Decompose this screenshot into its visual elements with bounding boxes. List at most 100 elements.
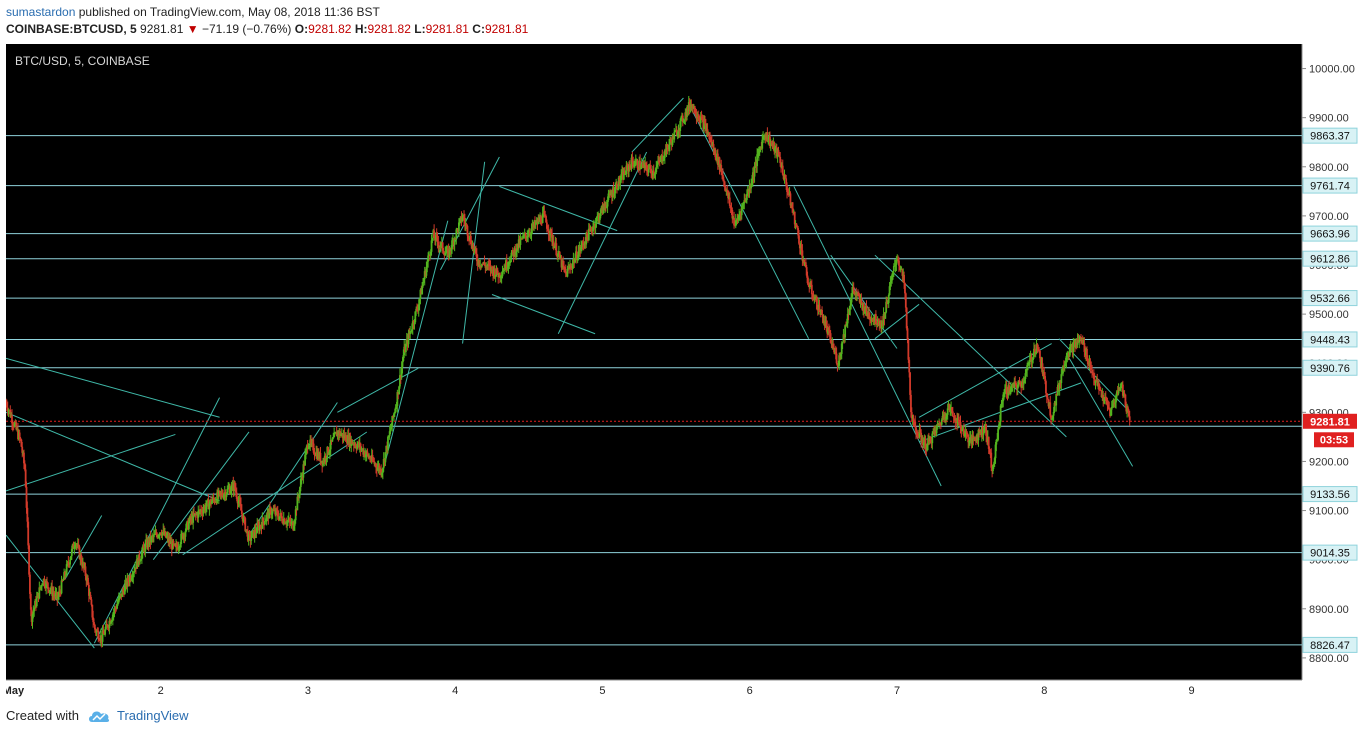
author-name[interactable]: sumastardon — [6, 5, 76, 19]
candle-body — [769, 136, 771, 147]
level-label: 9014.35 — [1310, 548, 1350, 560]
price-tick-label: 9700.00 — [1309, 211, 1349, 223]
candle-body — [169, 538, 171, 544]
candle-body — [580, 247, 582, 251]
candle-body — [1057, 384, 1059, 396]
candle-body — [972, 435, 975, 439]
candle-body — [933, 431, 935, 433]
candle-body — [514, 248, 517, 256]
candle-body — [187, 521, 190, 530]
candle-body — [200, 510, 203, 513]
candle-body — [622, 171, 625, 180]
candle-body — [734, 225, 736, 227]
candle-body — [99, 640, 101, 642]
level-label: 9133.56 — [1310, 489, 1350, 501]
time-axis-background — [6, 680, 1302, 698]
candle-body — [140, 559, 142, 561]
candle-body — [602, 203, 605, 214]
candle-body — [73, 546, 76, 549]
candle-body — [487, 263, 490, 265]
candle-body — [683, 119, 686, 122]
candle-body — [417, 304, 420, 311]
candle-body — [606, 200, 609, 207]
candle-body — [743, 200, 746, 204]
candle-body — [158, 532, 161, 536]
candle-body — [851, 293, 853, 299]
candle-body — [418, 298, 421, 305]
candle-body — [671, 135, 674, 146]
candle-body — [329, 440, 332, 450]
candle-body — [888, 286, 891, 296]
candle-body — [551, 232, 553, 243]
candle-body — [388, 431, 391, 436]
candle-body — [112, 612, 115, 615]
candle-body — [428, 254, 431, 256]
candle-body — [219, 491, 222, 494]
candle-body — [382, 458, 385, 469]
candle-body — [378, 465, 381, 472]
candle-body — [463, 220, 466, 225]
candle-body — [546, 222, 548, 229]
candle-body — [102, 631, 105, 634]
candle-body — [255, 532, 258, 534]
candle-body — [730, 207, 733, 210]
candle-body — [77, 544, 80, 547]
candle-body — [838, 355, 841, 366]
candle-body — [440, 242, 442, 247]
candle-body — [655, 167, 658, 173]
candle-body — [1072, 342, 1075, 353]
candle-body — [874, 314, 877, 325]
candle-body — [453, 238, 456, 245]
candle-body — [710, 139, 713, 147]
candle-body — [178, 547, 181, 549]
candle-body — [757, 150, 760, 155]
candle-body — [575, 251, 578, 261]
candle-body — [217, 491, 220, 498]
candle-body — [313, 452, 316, 455]
candle-body — [172, 540, 175, 545]
price-chart[interactable]: 10000.009900.009800.009700.009600.009500… — [6, 44, 1358, 698]
candle-body — [46, 582, 49, 588]
candle-body — [884, 312, 887, 319]
candle-body — [543, 211, 546, 215]
candle-body — [592, 227, 594, 232]
candle-body — [333, 433, 336, 438]
candle-body — [493, 268, 496, 278]
candle-body — [180, 533, 183, 545]
candle-body — [865, 305, 868, 313]
tradingview-brand: TradingView — [116, 708, 189, 723]
candle-body — [15, 422, 18, 430]
candle-body — [656, 164, 659, 168]
candle-body — [118, 595, 121, 598]
price-tick-label: 10000.00 — [1309, 64, 1355, 76]
candle-body — [613, 193, 616, 196]
candle-body — [540, 217, 542, 223]
candle-body — [805, 267, 808, 276]
trend-line — [690, 107, 810, 339]
level-label: 9663.96 — [1310, 229, 1350, 241]
candle-body — [208, 503, 211, 510]
candle-body — [261, 517, 264, 529]
candle-body — [857, 292, 859, 295]
candle-body — [577, 251, 580, 259]
tradingview-link[interactable]: TradingView — [87, 708, 189, 723]
candle-body — [967, 434, 970, 443]
candle-body — [937, 424, 940, 426]
candle-body — [723, 181, 726, 187]
candle-body — [921, 439, 924, 446]
candle-body — [920, 432, 923, 442]
candle-body — [105, 623, 108, 625]
candle-body — [111, 619, 113, 622]
candle-body — [1066, 355, 1069, 357]
candle-body — [974, 438, 976, 441]
candle-body — [283, 518, 286, 524]
candle-body — [849, 305, 852, 310]
candle-body — [722, 179, 725, 182]
level-label-box — [1302, 486, 1358, 503]
candle-body — [724, 186, 727, 192]
candle-body — [777, 149, 780, 156]
candle-body — [441, 242, 444, 251]
candle-body — [721, 172, 723, 175]
candle-body — [197, 510, 200, 518]
price-tick-label: 9800.00 — [1309, 162, 1349, 174]
